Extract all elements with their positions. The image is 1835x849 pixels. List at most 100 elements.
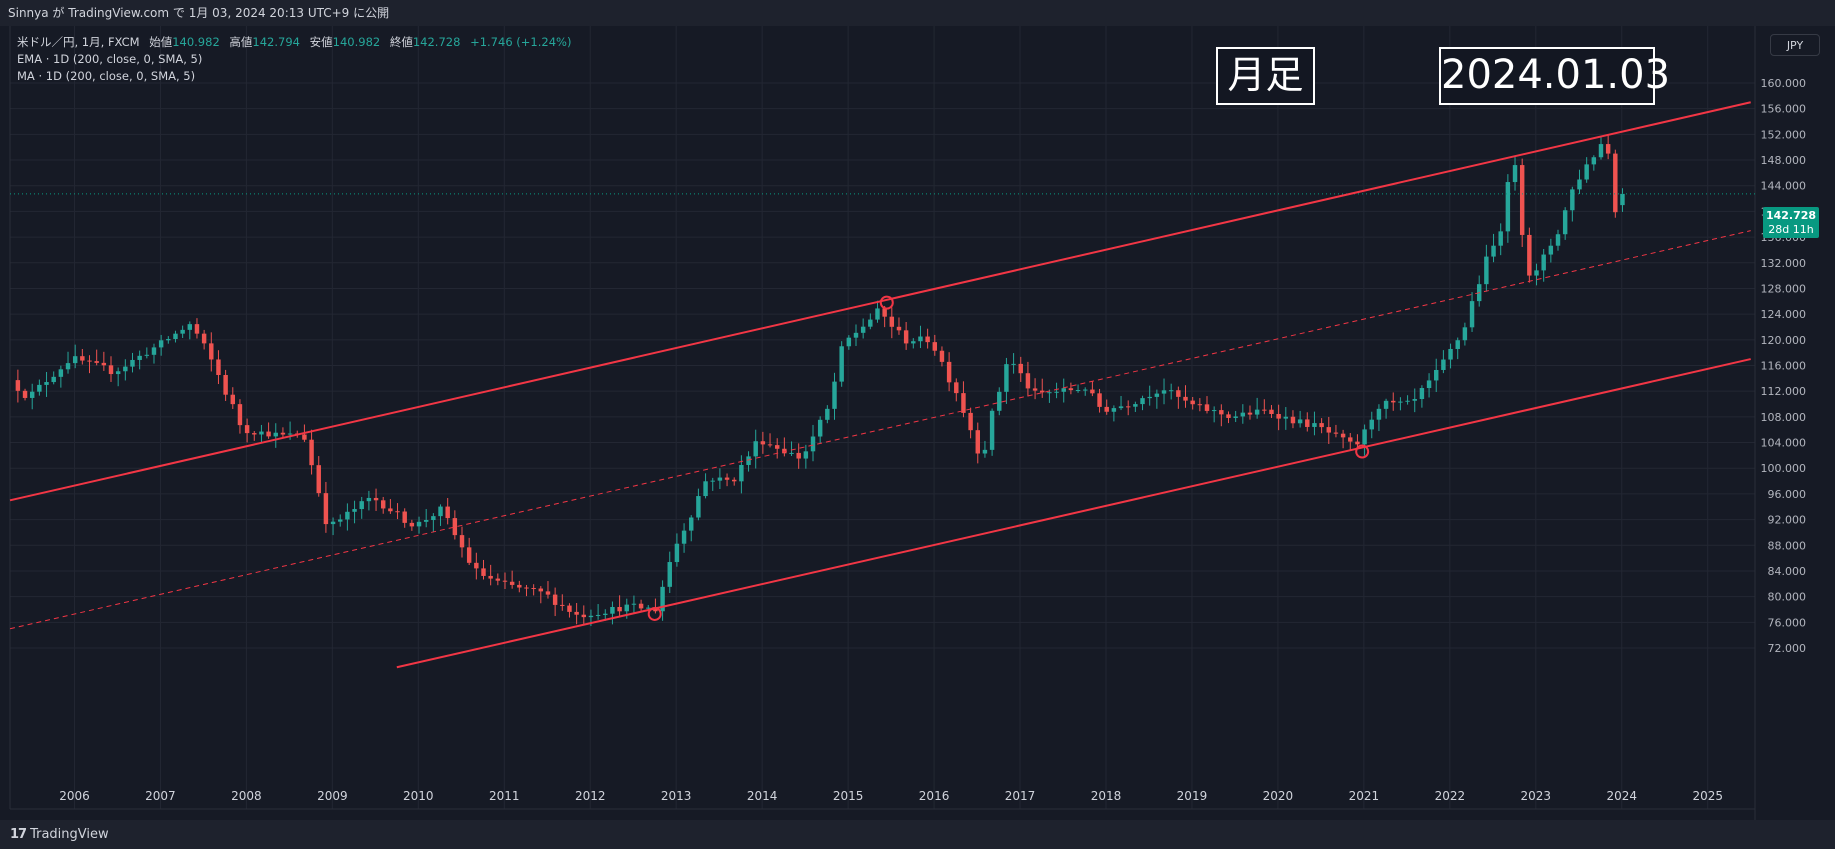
candle-body — [724, 477, 730, 480]
candle-body — [1398, 401, 1403, 403]
candle-body — [1211, 410, 1217, 412]
candle-body — [1605, 144, 1611, 154]
candle-body — [445, 506, 450, 519]
candle-body — [961, 393, 966, 413]
candle — [1376, 404, 1382, 432]
candle — [58, 365, 64, 388]
candle-body — [287, 433, 293, 435]
candle — [395, 503, 400, 520]
candle — [975, 422, 980, 464]
candle — [1168, 383, 1174, 400]
candle — [918, 325, 923, 349]
price-tick-label: 88.000 — [1768, 539, 1807, 552]
candle-body — [373, 497, 379, 501]
plot-background — [0, 26, 1835, 820]
candle-body — [1262, 409, 1267, 411]
candle-body — [1233, 416, 1238, 418]
price-tick-label: 76.000 — [1768, 616, 1807, 629]
candle — [667, 551, 672, 594]
candle — [1233, 410, 1238, 423]
time-tick-label: 2022 — [1435, 789, 1466, 803]
close-label: 終値 — [389, 35, 413, 49]
candle — [817, 416, 823, 444]
candle — [631, 595, 637, 613]
candle-body — [15, 380, 21, 391]
currency-button[interactable]: JPY — [1770, 34, 1820, 56]
timeframe-annotation[interactable]: 月足 — [1216, 47, 1315, 105]
candle — [1254, 397, 1260, 419]
candle-body — [932, 342, 938, 351]
candle-body — [352, 509, 357, 512]
candle — [595, 604, 601, 620]
candle-body — [80, 356, 85, 361]
candle — [1061, 378, 1066, 403]
candle — [481, 559, 486, 580]
candle — [1441, 350, 1446, 374]
candle — [1512, 157, 1518, 191]
candle-body — [989, 410, 995, 450]
candle-body — [925, 336, 930, 343]
candle — [552, 587, 558, 617]
candle — [194, 318, 200, 339]
candle-body — [1168, 390, 1174, 392]
price-tick-label: 116.000 — [1761, 360, 1807, 373]
candle-body — [1376, 408, 1382, 420]
candle — [689, 515, 694, 542]
candle-body — [459, 535, 465, 548]
candle — [187, 321, 193, 340]
candle-body — [402, 511, 407, 523]
candle-body — [180, 329, 185, 334]
date-annotation[interactable]: 2024.01.03 — [1439, 47, 1670, 105]
candle — [517, 580, 522, 593]
candle-body — [832, 381, 837, 409]
candle-body — [423, 520, 429, 522]
candle — [1319, 418, 1324, 434]
candle-body — [137, 355, 142, 360]
candle-body — [1405, 400, 1410, 402]
candle-body — [1004, 364, 1009, 392]
candle — [1147, 385, 1152, 406]
candle — [1211, 406, 1217, 423]
candle-body — [846, 337, 852, 347]
candle-body — [58, 369, 64, 377]
candle-body — [230, 394, 236, 405]
candle-body — [689, 517, 694, 531]
candle — [1383, 398, 1389, 419]
tradingview-logo[interactable]: 17 TradingView — [10, 827, 109, 842]
touch-point-marker — [879, 295, 894, 310]
candle — [1004, 357, 1009, 404]
candle — [330, 517, 336, 536]
ma-indicator-label[interactable]: MA · 1D (200, close, 0, SMA, 5) — [17, 69, 196, 83]
candle — [696, 488, 701, 521]
candle-body — [1534, 270, 1539, 276]
candle-body — [1484, 256, 1489, 285]
candle-body — [1140, 398, 1145, 405]
symbol-label[interactable]: 米ドル／円, 1月, FXCM — [17, 35, 140, 49]
ema-indicator-label[interactable]: EMA · 1D (200, close, 0, SMA, 5) — [17, 52, 203, 66]
candle-body — [94, 361, 99, 363]
candle — [825, 405, 830, 424]
candle — [989, 408, 995, 456]
candle — [495, 573, 501, 586]
candle-body — [545, 591, 551, 595]
candle-body — [774, 445, 780, 449]
candle-body — [1197, 404, 1203, 406]
candle-body — [1090, 389, 1095, 394]
candle — [789, 441, 794, 456]
tradingview-logo-icon: 17 — [10, 827, 27, 842]
lower-channel-line — [396, 358, 1751, 669]
candle-body — [466, 547, 472, 563]
candlestick-chart[interactable]: 72.000 76.000 80.000 84.000 88.000 92.000 96.0… — [0, 26, 1835, 820]
candle-body — [1555, 234, 1561, 246]
candle-body — [624, 604, 629, 612]
time-tick-label: 2014 — [747, 789, 778, 803]
candle — [746, 451, 751, 472]
candle-body — [87, 360, 92, 362]
candle-body — [1226, 414, 1231, 418]
candle — [925, 328, 930, 349]
candle-body — [1355, 441, 1360, 445]
candle — [309, 429, 314, 475]
candle-body — [1054, 391, 1059, 393]
price-tick-label: 84.000 — [1768, 565, 1807, 578]
candle-body — [939, 350, 945, 362]
